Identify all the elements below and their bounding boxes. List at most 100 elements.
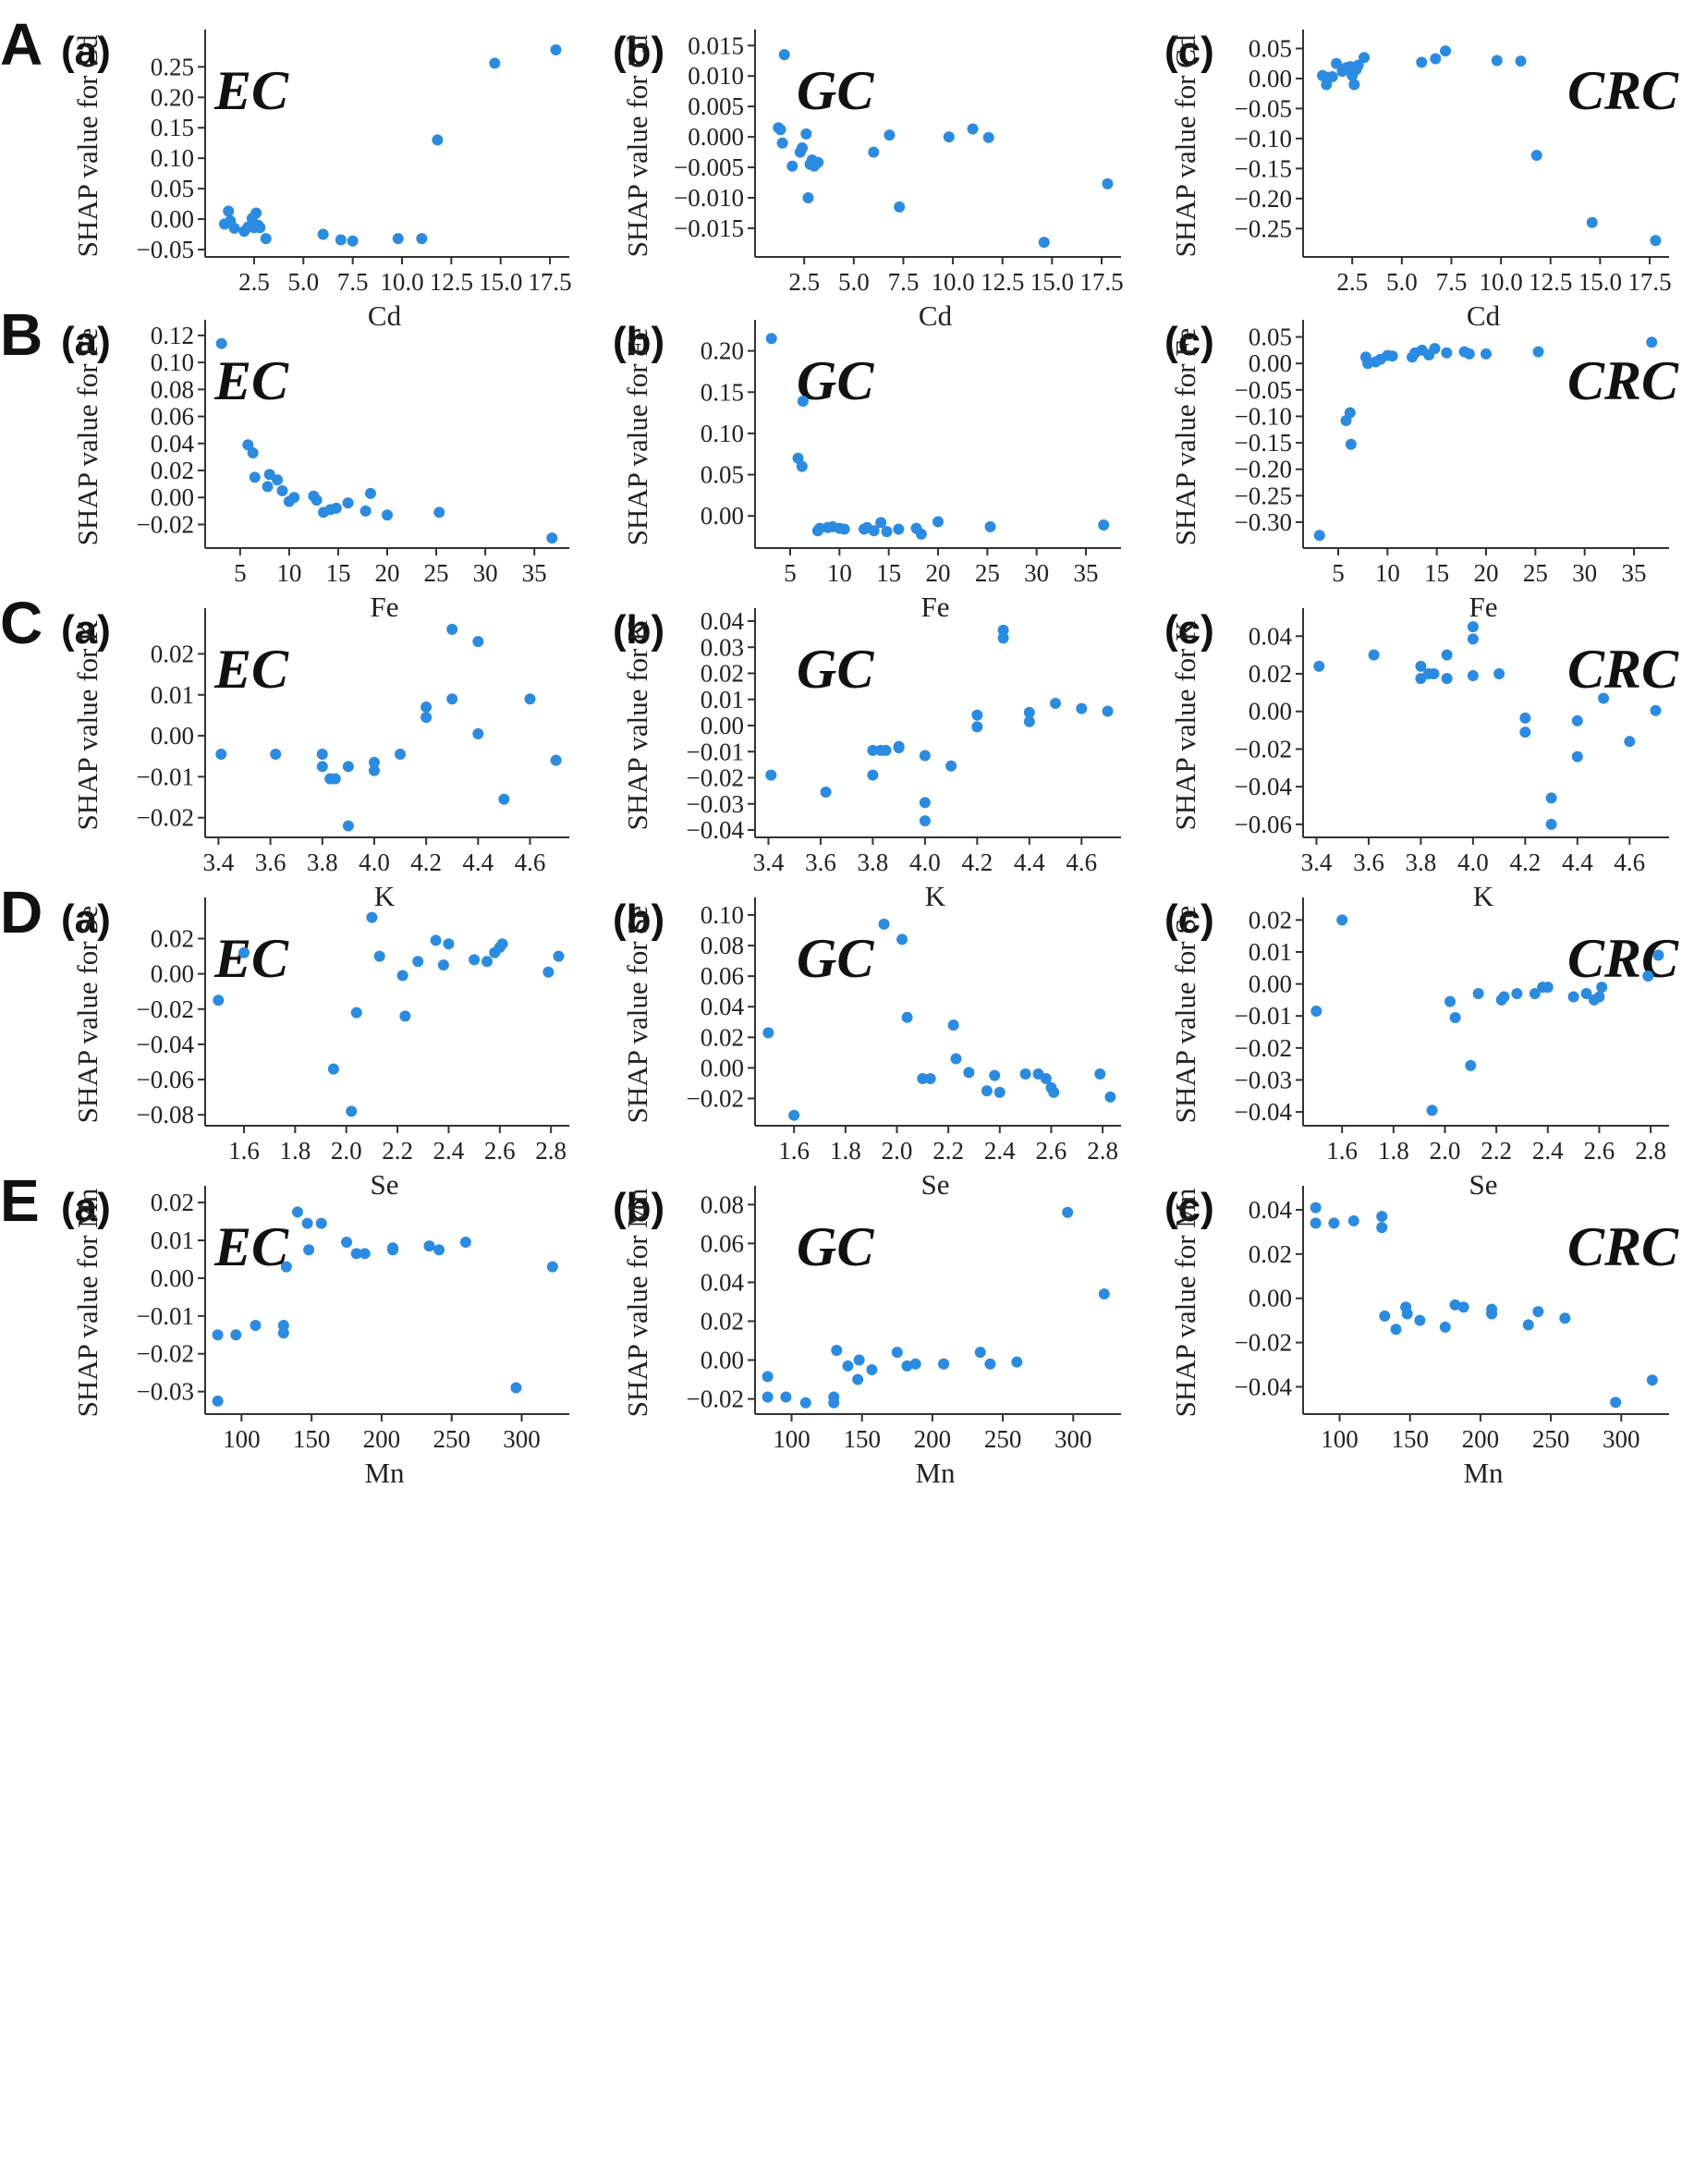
y-tick-label: 0.03 [701,633,744,661]
data-point [288,492,300,504]
data-point [1414,1314,1426,1326]
data-point [981,1085,993,1097]
data-point [893,740,905,752]
y-tick-label: −0.08 [137,1101,194,1129]
data-point [974,1347,986,1359]
y-tick-label: 0.00 [151,722,194,750]
panel-tag: (c) [1164,607,1214,653]
data-point [1368,649,1380,661]
y-tick-label: 0.005 [688,92,744,120]
data-point [997,624,1009,636]
y-axis-label: SHAP value for Cd [71,34,104,257]
data-point [866,1364,878,1376]
x-tick-label: 25 [975,559,1000,587]
y-tick-label: −0.25 [1235,214,1292,242]
data-point [1545,818,1557,830]
x-axis-label: Se [921,1168,950,1201]
panel-A-c: (c) CRC −0.25−0.20 −0.15−0.10 −0.050.00 0.05 2… [1164,29,1679,332]
x-tick-label: 35 [1622,559,1647,587]
y-tick-label: 0.08 [151,375,194,403]
data-point [342,761,354,773]
x-tick-label: 25 [424,559,449,587]
x-axis-label: Fe [1469,591,1498,623]
panel-tag: (b) [613,897,664,942]
data-point [317,228,329,240]
data-point [1023,715,1035,727]
data-point [1559,1312,1571,1324]
data-point [1571,714,1583,726]
y-axis-label: SHAP value for Fe [621,328,653,546]
y-tick-label: −0.05 [1235,94,1292,122]
x-tick-label: 10 [1375,559,1400,587]
data-point [878,918,890,930]
y-tick-label: −0.04 [137,1031,195,1058]
data-point [797,141,809,153]
x-tick-label: 1.6 [228,1137,260,1165]
x-tick-label: 2.8 [535,1137,567,1165]
scatter-points [218,43,562,247]
x-tick-label: 2.6 [484,1137,516,1165]
y-axis-label: SHAP value for Mn [71,1188,104,1417]
x-tick-label: 5 [784,559,797,587]
y-tick-label: 0.02 [701,1023,744,1051]
data-point [842,1360,854,1372]
y-tick-label: 0.02 [151,925,194,953]
y-tick-label: 0.00 [1249,970,1292,998]
data-point [762,1371,774,1383]
data-point [1439,1321,1451,1333]
x-axis-label: K [374,880,396,912]
x-tick-label: 250 [433,1425,470,1453]
data-point [1336,914,1348,926]
y-tick-label: −0.05 [137,236,194,263]
data-point [1652,949,1664,961]
x-tick-label: 4.0 [909,848,941,876]
y-tick-label: 0.08 [701,1190,744,1218]
x-tick-label: 100 [773,1425,811,1453]
panel-tag: (a) [61,1185,111,1230]
data-point [510,1382,522,1394]
data-point [1646,1374,1658,1386]
data-point [774,124,786,136]
scatter-points [762,918,1116,1121]
panel-A-a: (a) EC −0.05 0.00 0.05 0.10 0.15 0.20 0.25 2.5 5.0… [61,29,572,332]
x-tick-label: 3.8 [1406,848,1437,876]
data-point [1498,991,1510,1003]
x-tick-label: 4.4 [1562,848,1593,876]
panel-D-b: (b) GC −0.02 0.00 0.02 0.04 0.06 0.08 0.10 1.6 1.8… [613,897,1121,1201]
x-tick-label: 2.5 [1336,268,1368,296]
data-point [215,337,227,349]
y-tick-label: 0.00 [151,483,194,511]
data-point [1376,1211,1388,1223]
data-point [249,471,261,483]
x-tick-label: 15 [325,559,350,587]
x-tick-label: 250 [1532,1425,1570,1453]
x-tick-label: 7.5 [337,268,369,296]
x-tick-label: 200 [363,1425,401,1453]
y-tick-label: 0.04 [701,1268,745,1296]
x-tick-label: 100 [1321,1425,1359,1453]
data-point [893,523,905,535]
panel-title: GC [797,350,874,411]
x-tick-label: 4.2 [410,848,442,876]
data-point [1348,79,1360,91]
x-tick-label: 35 [1074,559,1099,587]
x-tick-label: 17.5 [1079,268,1123,296]
x-tick-label: 1.8 [830,1137,861,1165]
data-point [335,234,347,246]
data-point [867,769,879,781]
y-tick-label: 0.05 [701,461,744,489]
y-tick-label: −0.02 [687,1084,744,1112]
x-tick-label: 12.5 [430,268,473,296]
x-tick-label: 15 [1424,559,1449,587]
data-point [1428,668,1440,680]
y-tick-label: −0.01 [1235,1002,1292,1030]
x-tick-label: 100 [223,1425,261,1453]
data-point [1011,1356,1023,1368]
panel-title: GC [797,60,874,121]
data-point [867,744,879,756]
data-point [272,474,284,486]
data-point [277,1327,289,1339]
scatter-points [212,1206,558,1407]
x-tick-label: 10 [276,559,301,587]
scatter-points [215,337,558,544]
